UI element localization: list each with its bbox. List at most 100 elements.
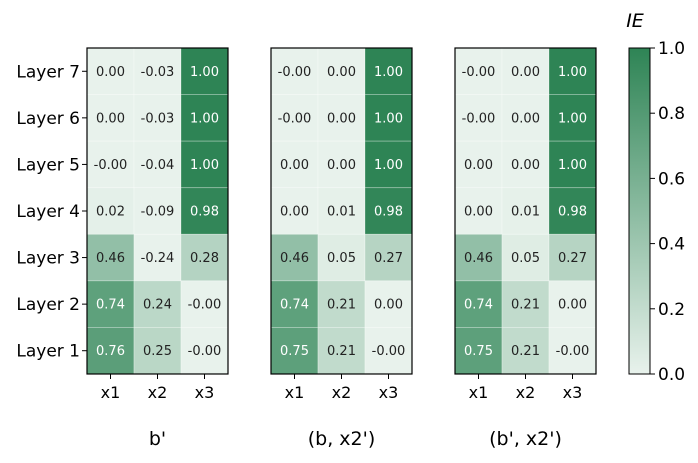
heatmap-cell <box>501 280 550 328</box>
heatmap-cell <box>364 327 413 375</box>
heatmap-cell <box>548 233 597 282</box>
cell-value-label: 0.98 <box>190 204 219 219</box>
colorbar-tick-label: 0.8 <box>658 104 685 124</box>
cell-value-label: 0.21 <box>327 344 356 359</box>
cell-value-label: 0.01 <box>511 204 540 219</box>
heatmap-cell <box>454 94 503 142</box>
x-tick-label: x3 <box>563 383 583 402</box>
cell-value-label: 0.76 <box>96 344 125 359</box>
cell-value-label: 0.00 <box>511 65 540 80</box>
cell-value-label: 0.00 <box>511 158 540 173</box>
cell-value-label: 1.00 <box>558 158 587 173</box>
cell-value-label: 0.74 <box>464 298 493 313</box>
row-label: Layer 3 <box>16 249 80 269</box>
heatmap-cell <box>548 140 597 189</box>
heatmap-cell <box>364 280 413 328</box>
row-label: Layer 2 <box>16 295 80 315</box>
colorbar-gradient <box>628 47 651 375</box>
cell-value-label: -0.00 <box>188 298 222 313</box>
cell-value-label: -0.00 <box>462 111 496 126</box>
cell-value-label: 1.00 <box>374 65 403 80</box>
heatmap-cell <box>364 94 413 142</box>
heatmap-cell <box>133 280 182 328</box>
heatmap-cell <box>548 47 597 95</box>
panel-title: b' <box>149 428 166 450</box>
heatmap-cell <box>454 140 503 189</box>
heatmap-cell <box>364 140 413 189</box>
cell-value-label: 1.00 <box>190 65 219 80</box>
heatmap-cell <box>180 327 229 375</box>
heatmap-cell <box>454 187 503 235</box>
heatmap-cell <box>317 233 366 282</box>
cell-value-label: -0.00 <box>462 65 496 80</box>
cell-value-label: 0.21 <box>327 298 356 313</box>
x-tick-label: x1 <box>469 383 489 402</box>
heatmap-cell <box>86 47 135 95</box>
x-tick-label: x2 <box>148 383 168 402</box>
cell-value-label: 1.00 <box>190 158 219 173</box>
x-tick-label: x2 <box>332 383 352 402</box>
heatmap-cell <box>180 94 229 142</box>
heatmap-cell <box>180 187 229 235</box>
heatmap-cell <box>548 94 597 142</box>
cell-value-label: 0.98 <box>558 204 587 219</box>
cell-value-label: 1.00 <box>374 158 403 173</box>
cell-value-label: 0.00 <box>327 65 356 80</box>
heatmap-cell <box>133 233 182 282</box>
colorbar-tick-label: 0.6 <box>658 169 685 189</box>
heatmap-cell <box>86 140 135 189</box>
heatmap-panel-2: -0.00 0.00 1.00 -0.00 0.00 1.00 0.00 0.00 1.00 0.… <box>270 47 413 450</box>
row-label: Layer 1 <box>16 342 80 362</box>
heatmap-cell <box>180 280 229 328</box>
cell-value-label: 0.74 <box>96 298 125 313</box>
x-tick-label: x3 <box>379 383 399 402</box>
cell-value-label: 0.00 <box>558 298 587 313</box>
cell-value-label: 0.27 <box>374 251 403 266</box>
row-label: Layer 5 <box>16 155 80 175</box>
colorbar-tick-label: 0.2 <box>658 300 685 320</box>
heatmap-panel-1: 0.00 -0.03 1.00 0.00 -0.03 1.00 -0.00 -0.04 1.00… <box>86 47 229 450</box>
cell-value-label: -0.00 <box>372 344 406 359</box>
row-labels: Layer 7 Layer 6 Layer 5 Layer 4 Layer 3 Layer… <box>16 62 87 362</box>
cell-value-label: -0.00 <box>278 111 312 126</box>
x-tick-label: x1 <box>101 383 121 402</box>
heatmap-cell <box>548 187 597 235</box>
cell-value-label: 0.00 <box>464 204 493 219</box>
heatmap-cell <box>364 233 413 282</box>
heatmap-cell <box>317 94 366 142</box>
cell-value-label: -0.03 <box>141 111 175 126</box>
heatmap-cell <box>317 280 366 328</box>
heatmap-cell <box>454 47 503 95</box>
cell-value-label: 0.00 <box>96 111 125 126</box>
cell-value-label: 0.46 <box>464 251 493 266</box>
cell-value-label: 0.00 <box>374 298 403 313</box>
cell-value-label: 1.00 <box>558 111 587 126</box>
cell-value-label: 0.00 <box>280 204 309 219</box>
cell-value-label: 1.00 <box>374 111 403 126</box>
heatmap-panels: 0.00 -0.03 1.00 0.00 -0.03 1.00 -0.00 -0.04 1.00… <box>86 47 597 450</box>
cell-value-label: 0.25 <box>143 344 172 359</box>
cell-value-label: 0.01 <box>327 204 356 219</box>
heatmap-cell <box>86 187 135 235</box>
panel-title: (b', x2') <box>489 428 562 450</box>
x-tick-label: x1 <box>285 383 305 402</box>
heatmap-cell <box>270 47 319 95</box>
cell-value-label: 1.00 <box>558 65 587 80</box>
cell-value-label: 0.00 <box>327 111 356 126</box>
heatmap-cell <box>501 187 550 235</box>
cell-value-label: 0.75 <box>280 344 309 359</box>
colorbar-tick-label: 1.0 <box>658 39 685 59</box>
colorbar-title: IE <box>626 10 644 32</box>
cell-value-label: 0.00 <box>96 65 125 80</box>
cell-value-label: 0.98 <box>374 204 403 219</box>
cell-value-label: 0.21 <box>511 344 540 359</box>
panel-title: (b, x2') <box>308 428 376 450</box>
heatmap-cell <box>86 327 135 375</box>
cell-value-label: 0.00 <box>464 158 493 173</box>
heatmap-cell <box>501 94 550 142</box>
colorbar: IE 0.0 0.2 0.4 0.6 0.8 1.0 <box>626 10 685 385</box>
cell-value-label: 0.28 <box>190 251 219 266</box>
heatmap-cell <box>133 47 182 95</box>
cell-value-label: 0.74 <box>280 298 309 313</box>
